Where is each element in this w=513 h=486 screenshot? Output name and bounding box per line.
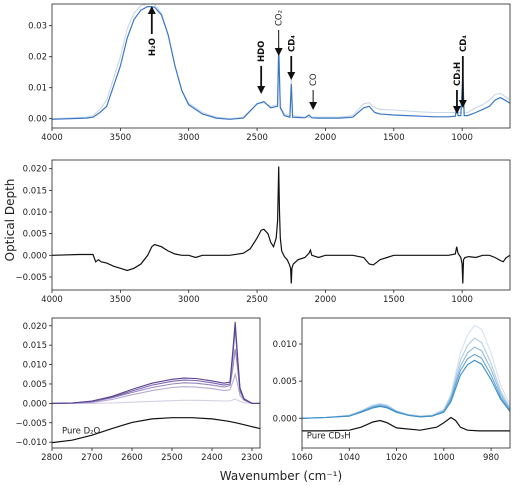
annotation-arrowhead <box>147 6 156 14</box>
x-tick-label: 2400 <box>201 453 223 463</box>
annotation-label: CD₃H <box>453 62 463 86</box>
annotation-arrowhead <box>458 100 467 108</box>
y-tick-label: −0.010 <box>16 438 47 448</box>
annotation-arrowhead <box>257 86 266 94</box>
annotation-arrowhead <box>274 48 283 56</box>
y-tick-label: 0.02 <box>28 53 47 63</box>
annotation-label: CO <box>309 73 319 86</box>
series-line-5 <box>302 359 510 419</box>
x-tick-label: 1000 <box>451 295 473 305</box>
series-line-2 <box>52 5 510 120</box>
annotation-arrowhead <box>309 102 318 110</box>
x-tick-label: 1500 <box>383 133 405 143</box>
annotation-label: CO₂ <box>275 10 285 26</box>
series-line-5 <box>52 321 260 404</box>
series-line-3 <box>302 346 510 419</box>
x-tick-label: 2700 <box>81 453 103 463</box>
y-tick-label: 0.010 <box>23 208 47 218</box>
annotation-label: CD₄ <box>459 35 469 52</box>
x-tick-label: 3500 <box>110 295 132 305</box>
annotation-label: Pure D₂O <box>62 427 101 437</box>
x-tick-label: 3000 <box>178 295 200 305</box>
y-tick-label: 0.01 <box>28 84 47 94</box>
x-axis-label: Wavenumber (cm⁻¹) <box>220 469 342 483</box>
series-line-1 <box>52 166 510 284</box>
series-line-1 <box>52 398 260 404</box>
x-tick-label: 4000 <box>41 295 63 305</box>
x-tick-label: 1500 <box>383 295 405 305</box>
x-tick-label: 1000 <box>451 133 473 143</box>
y-axis-label: Optical Depth <box>3 179 17 262</box>
y-tick-label: 0.00 <box>28 115 47 125</box>
plot-frame <box>51 3 511 129</box>
annotation-label: H₂O <box>148 38 158 56</box>
x-tick-label: 1060 <box>291 453 313 463</box>
y-tick-label: −0.005 <box>16 419 47 429</box>
plot-frame <box>301 317 511 449</box>
x-tick-label: 3500 <box>110 133 132 143</box>
y-tick-label: 0.010 <box>273 340 297 350</box>
annotation-arrowhead <box>452 106 461 114</box>
y-tick-label: 0.020 <box>23 165 47 175</box>
series-line-4 <box>52 327 260 404</box>
annotation-arrowhead <box>287 72 296 80</box>
series-line-2 <box>52 372 260 404</box>
annotation-label: HDO <box>257 41 267 62</box>
y-tick-label: 0.015 <box>23 341 47 351</box>
x-tick-label: 2500 <box>161 453 183 463</box>
series-line-4 <box>302 353 510 419</box>
x-tick-label: 2600 <box>121 453 143 463</box>
series-line-2 <box>302 337 510 419</box>
series-line-6 <box>52 417 260 444</box>
y-tick-label: −0.005 <box>16 273 47 283</box>
x-tick-label: 2500 <box>246 133 268 143</box>
annotation-label: Pure CD₃H <box>307 431 351 441</box>
panel-top: 4000 3500 3000 2500 2000 1500 1000 0.00 0.01 0.02… <box>28 3 511 143</box>
x-tick-label: 2000 <box>315 295 337 305</box>
y-tick-label: 0.010 <box>23 361 47 371</box>
panel-bottom-right: 1060 1040 1020 1000 980 0.000 0.005 0.010 Pure C… <box>273 317 511 463</box>
panel-bottom-left: 2800 2700 2600 2500 2400 2300 −0.010 −0.005 0.00… <box>16 317 263 463</box>
x-tick-label: 1020 <box>386 453 408 463</box>
y-tick-label: 0.015 <box>23 186 47 196</box>
y-tick-label: 0.005 <box>23 230 47 240</box>
x-tick-label: 1000 <box>433 453 455 463</box>
series-line-6 <box>302 416 510 432</box>
series-line-1 <box>302 324 510 419</box>
series-line-3 <box>52 348 260 404</box>
y-tick-label: 0.000 <box>273 414 297 424</box>
y-tick-label: 0.000 <box>23 399 47 409</box>
y-tick-label: 0.005 <box>23 380 47 390</box>
x-tick-label: 4000 <box>41 133 63 143</box>
x-tick-label: 2500 <box>246 295 268 305</box>
annotation-label: CD₄ <box>287 35 297 52</box>
y-tick-label: 0.03 <box>28 22 47 32</box>
x-tick-label: 1040 <box>338 453 360 463</box>
x-tick-label: 2000 <box>315 133 337 143</box>
y-tick-label: 0.000 <box>23 251 47 261</box>
x-tick-label: 980 <box>483 453 499 463</box>
y-tick-label: 0.020 <box>23 322 47 332</box>
x-tick-label: 2800 <box>41 453 63 463</box>
x-tick-label: 2300 <box>241 453 263 463</box>
x-tick-label: 3000 <box>178 133 200 143</box>
y-tick-label: 0.005 <box>273 377 297 387</box>
panel-middle: 4000 3500 3000 2500 2000 1500 1000 −0.005 0.000 0… <box>16 159 511 305</box>
plot-frame <box>51 159 511 291</box>
plot-frame <box>51 317 261 449</box>
